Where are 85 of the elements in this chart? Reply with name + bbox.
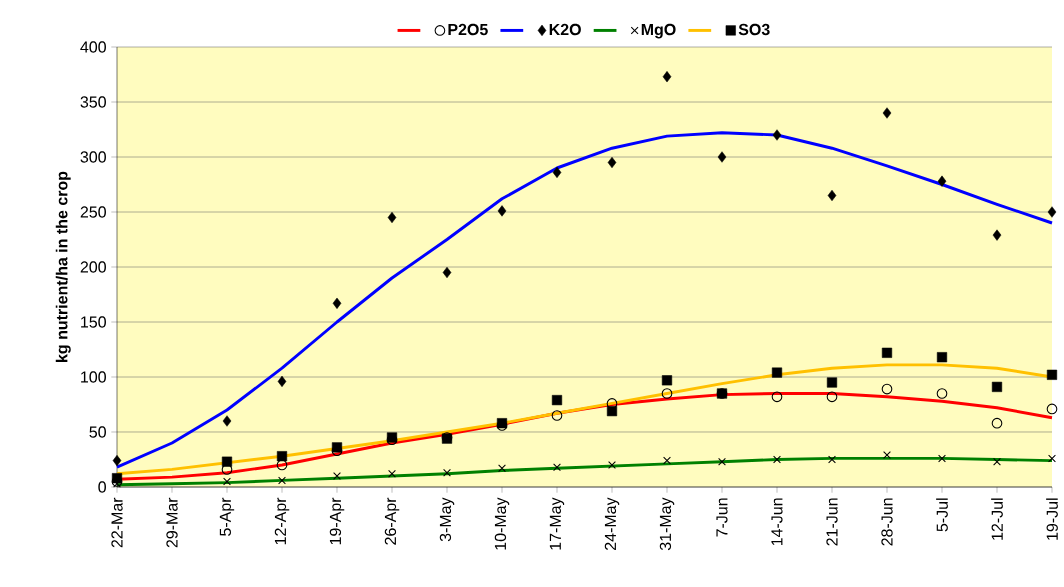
point <box>1046 369 1058 380</box>
y-tick-label: 150 <box>81 316 106 328</box>
point <box>498 464 506 473</box>
point <box>443 468 451 477</box>
y-tick-label: 200 <box>80 261 106 273</box>
point <box>661 375 673 386</box>
x-tick-label: 5-Jul <box>936 498 948 532</box>
x-tick-label: 22-Mar <box>111 497 123 548</box>
point <box>606 406 618 417</box>
point <box>607 156 617 169</box>
point <box>332 297 342 309</box>
legend-label: SO3 <box>738 23 770 36</box>
point <box>881 383 893 395</box>
point <box>223 477 231 486</box>
y-tick-label: 50 <box>89 426 106 438</box>
point <box>662 71 672 83</box>
legend-label: MgO <box>641 23 676 39</box>
point <box>993 457 1001 466</box>
x-tick-label: 24-May <box>604 497 620 550</box>
point <box>222 415 232 427</box>
point <box>826 391 838 403</box>
point <box>771 391 783 403</box>
x-tick-label: 5-Apr <box>219 497 235 536</box>
point <box>882 107 892 119</box>
point <box>992 229 1002 241</box>
point <box>608 461 616 469</box>
x-tick-label: 12-Apr <box>274 497 290 545</box>
point <box>936 352 948 363</box>
y-tick-label: 350 <box>80 96 106 108</box>
point <box>1046 403 1058 415</box>
x-tick-label: 28-Jun <box>881 498 893 546</box>
y-tick-label: 400 <box>80 41 106 53</box>
point <box>331 442 343 453</box>
x-tick-label: 14-Jun <box>771 498 783 546</box>
point <box>551 410 563 421</box>
x-tick-label: 3-May <box>439 497 455 542</box>
point <box>551 395 563 406</box>
legend-label: P2O5 <box>448 23 488 36</box>
y-axis-title: kg nutrient/ha in the crop <box>55 171 71 362</box>
x-tick-label: 31-May <box>659 497 675 551</box>
point <box>663 456 671 465</box>
point <box>718 457 726 466</box>
point <box>497 205 507 217</box>
point <box>936 388 948 399</box>
point <box>827 189 837 202</box>
point <box>828 455 836 464</box>
x-tick-label: 12-Jul <box>991 498 1003 540</box>
point <box>771 367 783 378</box>
point <box>883 451 891 460</box>
x-tick-label: 29-Mar <box>166 497 178 548</box>
x-tick-label: 7-Jun <box>716 498 728 537</box>
point <box>661 388 673 399</box>
point <box>277 375 287 388</box>
x-tick-label: 26-Apr <box>384 497 400 545</box>
point <box>552 166 562 179</box>
x-tick-label: 21-Jun <box>826 498 838 546</box>
point <box>278 476 286 485</box>
point <box>773 455 781 464</box>
point <box>442 266 452 279</box>
point <box>276 451 288 462</box>
point <box>717 151 727 163</box>
point <box>826 377 838 388</box>
x-tick-label: 19-Apr <box>329 497 345 545</box>
point <box>388 469 396 478</box>
point <box>991 381 1003 392</box>
point <box>387 211 397 224</box>
point <box>221 456 233 467</box>
x-tick-label: 17-May <box>549 497 565 550</box>
x-tick-label: 10-May <box>494 497 510 550</box>
point <box>938 454 946 463</box>
y-tick-label: 300 <box>80 151 106 163</box>
legend-label: K2O <box>549 23 581 36</box>
point <box>1048 454 1056 463</box>
point <box>553 463 561 472</box>
point <box>937 175 947 187</box>
point <box>333 472 341 480</box>
y-tick-label: 100 <box>81 371 106 383</box>
x-tick-label: 19-Jul <box>1046 498 1058 540</box>
y-tick-label: 0 <box>98 481 106 493</box>
y-tick-label: 250 <box>80 206 106 218</box>
point <box>1047 206 1057 218</box>
point <box>112 455 122 467</box>
point <box>991 417 1003 429</box>
point <box>772 129 782 141</box>
point <box>881 347 893 358</box>
